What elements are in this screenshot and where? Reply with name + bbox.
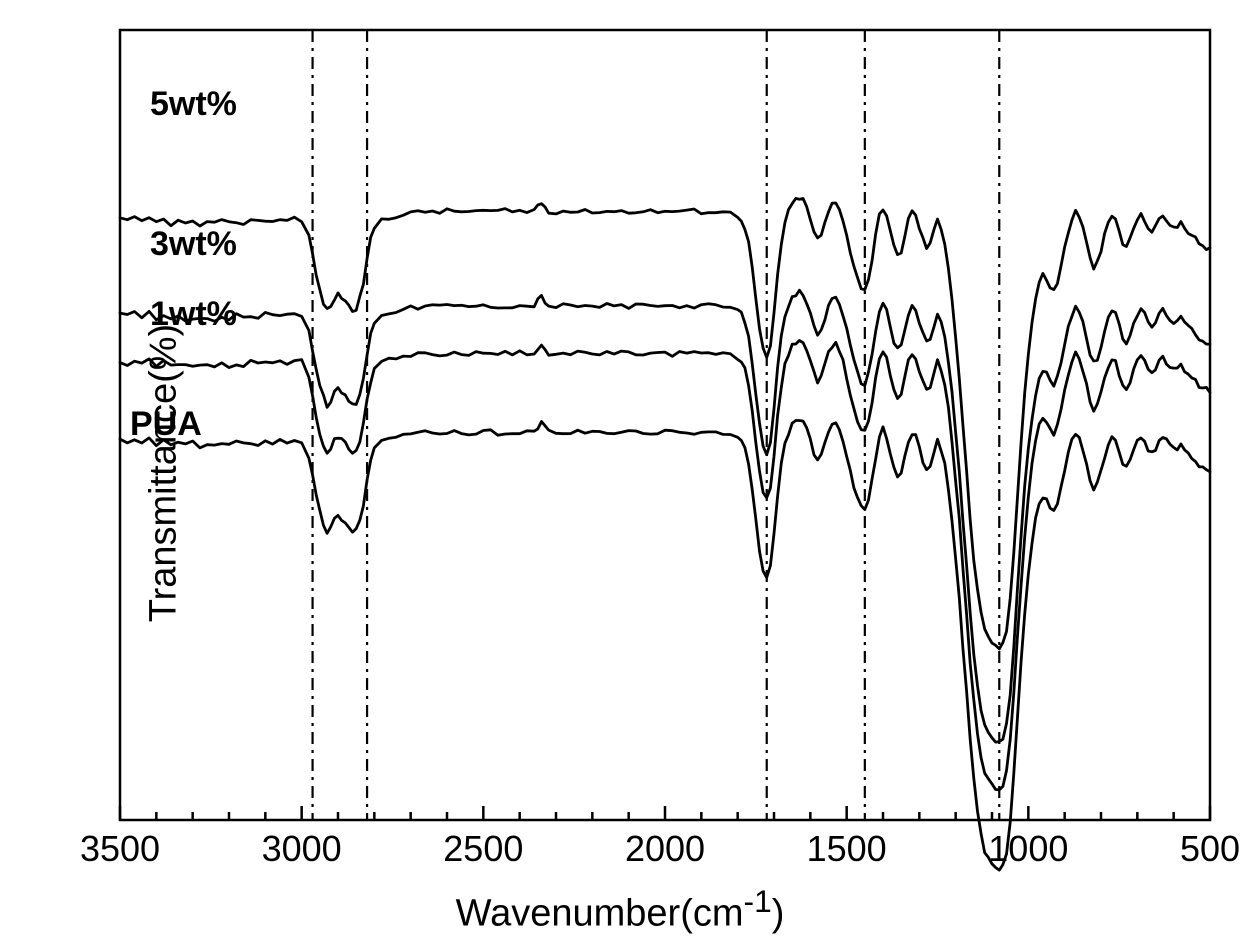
series-label: 3wt% bbox=[150, 225, 237, 264]
x-tick-label: 500 bbox=[1180, 828, 1240, 870]
x-tick-label: 1000 bbox=[988, 828, 1068, 870]
x-tick-label: 3500 bbox=[80, 828, 160, 870]
series-label: 1wt% bbox=[150, 295, 237, 334]
series-label: PUA bbox=[130, 405, 202, 444]
series-label: 5wt% bbox=[150, 85, 237, 124]
ftir-chart: Transmittance(%) Wavenumber(cm-1) 3500 30… bbox=[0, 0, 1240, 946]
x-tick-label: 1500 bbox=[807, 828, 887, 870]
x-axis-label: Wavenumber(cm-1) bbox=[456, 883, 785, 936]
plot-svg bbox=[0, 0, 1240, 946]
y-axis-label: Transmittance(%) bbox=[143, 324, 186, 622]
x-tick-label: 2500 bbox=[443, 828, 523, 870]
x-tick-label: 3000 bbox=[262, 828, 342, 870]
x-tick-label: 2000 bbox=[625, 828, 705, 870]
